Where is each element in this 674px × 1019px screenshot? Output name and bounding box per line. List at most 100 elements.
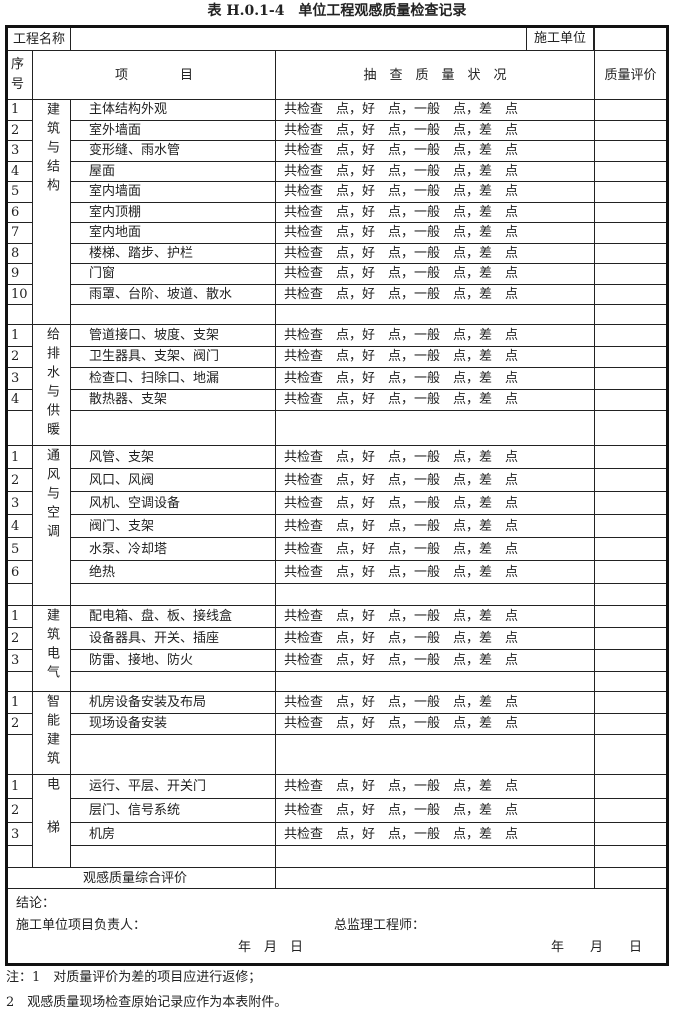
quality-rating-cell[interactable]: [594, 324, 668, 347]
contractor-label: 施工单位: [526, 28, 594, 50]
inspection-status[interactable]: 共检查 点，好 点，一般 点，差 点: [275, 242, 596, 264]
item-name-blank[interactable]: [70, 845, 277, 868]
inspection-status[interactable]: 共检查 点，好 点，一般 点，差 点: [275, 388, 596, 412]
quality-rating-cell[interactable]: [594, 445, 668, 469]
quality-rating-blank[interactable]: [594, 845, 668, 868]
quality-rating-blank[interactable]: [594, 304, 668, 325]
quality-rating-blank[interactable]: [594, 734, 668, 775]
overall-rating-value[interactable]: [594, 867, 668, 889]
item-name: 风管、支架: [70, 445, 277, 469]
conclusion-cell[interactable]: 结论： 施工单位项目负责人： 总监理工程师： 年 月 日 年 月 日: [6, 888, 668, 965]
item-name: 屋面: [70, 160, 277, 182]
quality-rating-cell[interactable]: [594, 821, 668, 847]
inspection-status[interactable]: 共检查 点，好 点，一般 点，差 点: [275, 514, 596, 538]
inspection-status[interactable]: 共检查 点，好 点，一般 点，差 点: [275, 263, 596, 285]
quality-rating-cell[interactable]: [594, 627, 668, 650]
item-name: 主体结构外观: [70, 99, 277, 121]
quality-rating-cell[interactable]: [594, 119, 668, 141]
category-cell: 智能建筑: [31, 691, 72, 775]
quality-rating-blank[interactable]: [594, 671, 668, 692]
quality-rating-cell[interactable]: [594, 140, 668, 162]
overall-rating-status[interactable]: [275, 867, 596, 889]
quality-rating-cell[interactable]: [594, 160, 668, 182]
contractor-value[interactable]: [594, 26, 668, 51]
column-header-row: 序号 项 目 抽 查 质 量 状 况 质量评价: [6, 50, 668, 100]
quality-rating-cell[interactable]: [594, 283, 668, 305]
inspection-status[interactable]: 共检查 点，好 点，一般 点，差 点: [275, 283, 596, 305]
seq-number: 2: [6, 797, 33, 823]
inspection-status-blank[interactable]: [275, 671, 596, 692]
quality-rating-cell[interactable]: [594, 468, 668, 492]
inspection-status[interactable]: 共检查 点，好 点，一般 点，差 点: [275, 222, 596, 244]
quality-rating-cell[interactable]: [594, 774, 668, 799]
category-label: 建筑与结构: [44, 102, 59, 197]
inspection-status[interactable]: 共检查 点，好 点，一般 点，差 点: [275, 468, 596, 492]
quality-rating-cell[interactable]: [594, 712, 668, 736]
inspection-status[interactable]: 共检查 点，好 点，一般 点，差 点: [275, 160, 596, 182]
quality-rating-blank[interactable]: [594, 410, 668, 446]
table-row: 3 检查口、扫除口、地漏 共检查 点，好 点，一般 点，差 点: [6, 367, 668, 390]
inspection-status[interactable]: 共检查 点，好 点，一般 点，差 点: [275, 627, 596, 650]
inspection-status[interactable]: 共检查 点，好 点，一般 点，差 点: [275, 324, 596, 347]
project-name-value[interactable]: [72, 28, 527, 50]
inspection-status-blank[interactable]: [275, 845, 596, 868]
item-name-blank[interactable]: [70, 304, 277, 325]
inspection-status[interactable]: 共检查 点，好 点，一般 点，差 点: [275, 797, 596, 823]
inspection-status[interactable]: 共检查 点，好 点，一般 点，差 点: [275, 491, 596, 515]
quality-rating-cell[interactable]: [594, 491, 668, 515]
inspection-status[interactable]: 共检查 点，好 点，一般 点，差 点: [275, 821, 596, 847]
quality-rating-cell[interactable]: [594, 649, 668, 672]
quality-rating-cell[interactable]: [594, 181, 668, 203]
quality-rating-cell[interactable]: [594, 537, 668, 561]
inspection-status[interactable]: 共检查 点，好 点，一般 点，差 点: [275, 605, 596, 628]
seq-number: 4: [6, 388, 33, 412]
date-left: 年 月 日: [238, 940, 304, 955]
inspection-status[interactable]: 共检查 点，好 点，一般 点，差 点: [275, 712, 596, 736]
item-name-blank[interactable]: [70, 410, 277, 446]
quality-rating-cell[interactable]: [594, 242, 668, 264]
inspection-status[interactable]: 共检查 点，好 点，一般 点，差 点: [275, 537, 596, 561]
inspection-status[interactable]: 共检查 点，好 点，一般 点，差 点: [275, 119, 596, 141]
item-name-blank[interactable]: [70, 734, 277, 775]
inspection-status[interactable]: 共检查 点，好 点，一般 点，差 点: [275, 99, 596, 121]
inspection-status[interactable]: 共检查 点，好 点，一般 点，差 点: [275, 345, 596, 369]
inspection-status[interactable]: 共检查 点，好 点，一般 点，差 点: [275, 181, 596, 203]
overall-rating-label: 观感质量综合评价: [5, 867, 277, 889]
item-name: 变形缝、雨水管: [70, 140, 277, 162]
item-name-blank[interactable]: [70, 671, 277, 692]
quality-rating-cell[interactable]: [594, 367, 668, 390]
inspection-status[interactable]: 共检查 点，好 点，一般 点，差 点: [275, 445, 596, 469]
inspection-status-blank[interactable]: [275, 304, 596, 325]
item-name: 风机、空调设备: [70, 491, 277, 515]
item-name-blank[interactable]: [70, 583, 277, 606]
inspection-status-blank[interactable]: [275, 410, 596, 446]
inspection-status[interactable]: 共检查 点，好 点，一般 点，差 点: [275, 649, 596, 672]
inspection-status[interactable]: 共检查 点，好 点，一般 点，差 点: [275, 367, 596, 390]
inspection-status[interactable]: 共检查 点，好 点，一般 点，差 点: [275, 140, 596, 162]
table-row: 3 变形缝、雨水管 共检查 点，好 点，一般 点，差 点: [6, 140, 668, 162]
quality-rating-cell[interactable]: [594, 691, 668, 714]
quality-rating-cell[interactable]: [594, 388, 668, 412]
quality-rating-cell[interactable]: [594, 514, 668, 538]
inspection-status[interactable]: 共检查 点，好 点，一般 点，差 点: [275, 201, 596, 223]
table-row: 3 防雷、接地、防火 共检查 点，好 点，一般 点，差 点: [6, 649, 668, 672]
category-label: 给排水与供暖: [44, 327, 59, 441]
quality-rating-cell[interactable]: [594, 201, 668, 223]
quality-rating-cell[interactable]: [594, 797, 668, 823]
seq-number: 3: [6, 649, 33, 672]
inspection-status[interactable]: 共检查 点，好 点，一般 点，差 点: [275, 560, 596, 584]
item-name: 管道接口、坡度、支架: [70, 324, 277, 347]
inspection-status[interactable]: 共检查 点，好 点，一般 点，差 点: [275, 774, 596, 799]
item-name: 检查口、扫除口、地漏: [70, 367, 277, 390]
quality-rating-cell[interactable]: [594, 263, 668, 285]
quality-rating-blank[interactable]: [594, 583, 668, 606]
quality-rating-cell[interactable]: [594, 99, 668, 121]
inspection-status-blank[interactable]: [275, 583, 596, 606]
seq-number-blank: [6, 304, 33, 325]
quality-rating-cell[interactable]: [594, 605, 668, 628]
quality-rating-cell[interactable]: [594, 345, 668, 369]
inspection-status[interactable]: 共检查 点，好 点，一般 点，差 点: [275, 691, 596, 714]
quality-rating-cell[interactable]: [594, 560, 668, 584]
inspection-status-blank[interactable]: [275, 734, 596, 775]
quality-rating-cell[interactable]: [594, 222, 668, 244]
